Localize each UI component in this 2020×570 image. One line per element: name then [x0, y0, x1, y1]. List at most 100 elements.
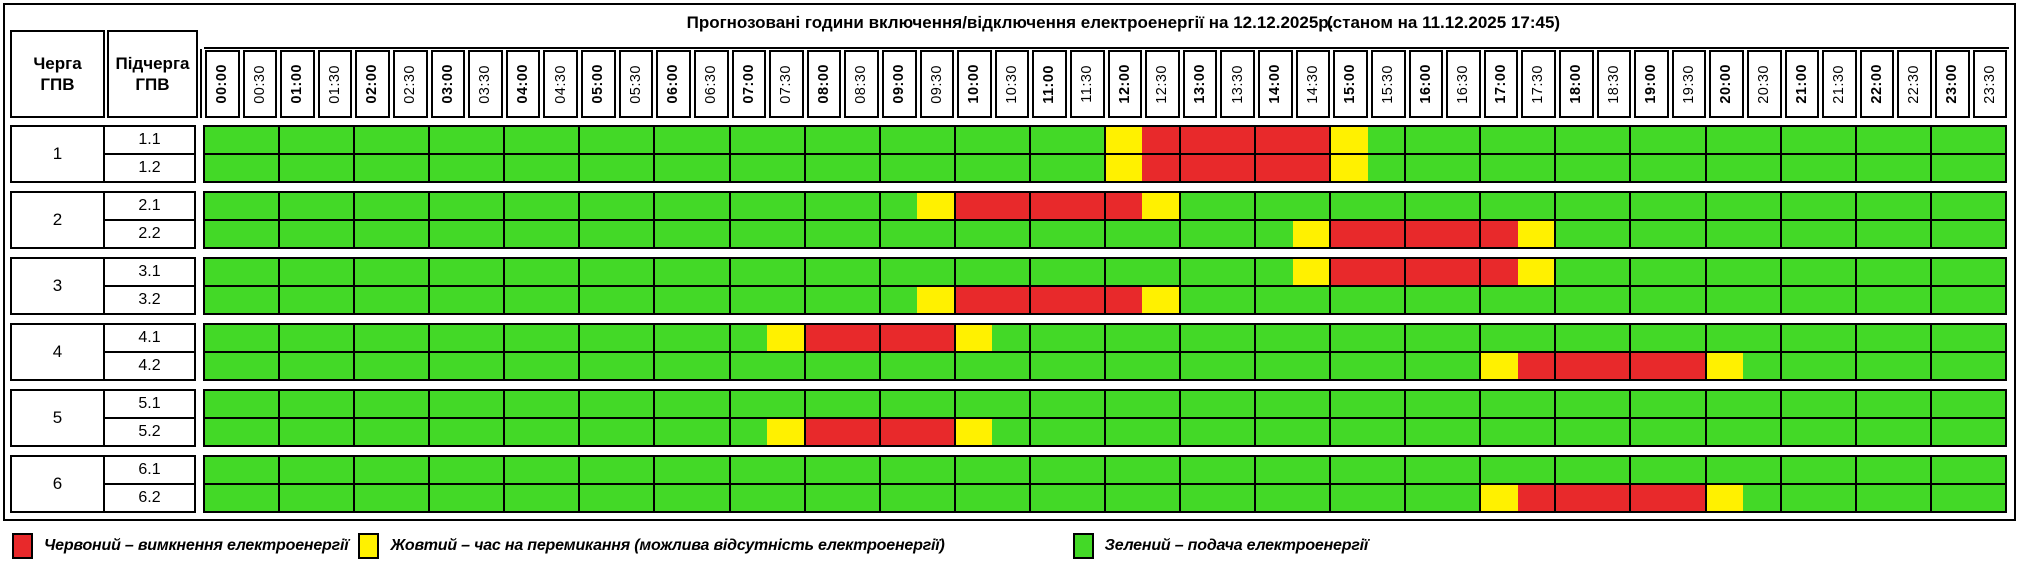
subqueue-label-cell: 2.1 — [103, 191, 196, 221]
hour-cell — [578, 353, 654, 379]
slot-half — [280, 485, 317, 511]
hour-cell — [803, 325, 879, 351]
hour-cell — [278, 391, 354, 417]
slot-half — [1406, 419, 1443, 445]
slot-half — [842, 221, 879, 247]
slot-half — [805, 419, 843, 445]
slot-half — [1592, 353, 1630, 379]
hour-cell — [1554, 193, 1630, 219]
hour-cell — [1779, 193, 1855, 219]
time-slot-label: 20:00 — [1718, 64, 1735, 104]
slot-half — [1517, 485, 1555, 511]
slot-half — [1706, 353, 1744, 379]
slot-half — [541, 193, 579, 219]
slot-half — [1668, 287, 1705, 313]
subqueue-label-cell: 1.2 — [103, 153, 196, 183]
queue-group: 5 5.1 5.2 — [10, 389, 2007, 447]
hour-cell — [428, 155, 504, 181]
hour-cell — [353, 391, 429, 417]
slot-half — [880, 155, 918, 181]
slot-half — [1481, 391, 1518, 417]
slot-half — [1256, 457, 1293, 483]
slot-half — [1105, 457, 1143, 483]
hour-cell — [578, 287, 654, 313]
slot-half — [1217, 259, 1255, 285]
slot-half — [955, 127, 993, 153]
slot-half — [1893, 419, 1930, 445]
slot-half — [805, 391, 843, 417]
hour-cell — [1704, 391, 1780, 417]
hour-cell — [205, 391, 279, 417]
slot-half — [917, 259, 954, 285]
slot-half — [655, 193, 693, 219]
hour-cell — [1179, 155, 1255, 181]
slot-half — [1181, 353, 1218, 379]
hour-cell — [578, 457, 654, 483]
hour-cell — [1404, 353, 1480, 379]
slot-half — [1931, 221, 1969, 247]
slot-half — [1668, 391, 1705, 417]
queue-group: 3 3.1 3.2 — [10, 257, 2007, 315]
slot-half — [355, 193, 392, 219]
hour-cell — [803, 221, 879, 247]
slot-half — [1968, 485, 2005, 511]
slot-half — [430, 287, 467, 313]
slot-half — [917, 485, 954, 511]
slot-half — [1781, 259, 1819, 285]
hour-cell — [1103, 353, 1180, 379]
hour-cell — [1479, 419, 1555, 445]
slot-half — [992, 221, 1029, 247]
hour-cell — [1479, 457, 1555, 483]
slot-half — [1256, 325, 1293, 351]
time-header-cell: 02:30 — [393, 50, 428, 118]
slot-half — [1743, 485, 1780, 511]
hour-cell — [1929, 325, 2005, 351]
hour-cell — [428, 259, 504, 285]
slot-half — [655, 391, 693, 417]
slot-half — [541, 457, 579, 483]
slot-half — [616, 155, 654, 181]
time-header-cell: 07:30 — [769, 50, 804, 118]
slot-half — [1592, 221, 1630, 247]
time-slot-label: 12:00 — [1116, 64, 1133, 104]
slot-half — [616, 259, 654, 285]
slot-half — [1631, 259, 1669, 285]
hour-cell — [1854, 419, 1930, 445]
slot-half — [1631, 457, 1669, 483]
slot-half — [692, 325, 729, 351]
time-header-cell: 16:30 — [1446, 50, 1481, 118]
slot-half — [280, 325, 317, 351]
slot-half — [1105, 325, 1143, 351]
time-slot-label: 15:30 — [1379, 64, 1396, 104]
slot-half — [1556, 155, 1593, 181]
slot-half — [580, 155, 617, 181]
slot-half — [541, 259, 579, 285]
slot-half — [842, 419, 879, 445]
hour-cell — [1779, 127, 1855, 153]
schedule-strip — [203, 323, 2007, 381]
slot-half — [1592, 419, 1630, 445]
hour-cell — [1704, 221, 1780, 247]
hour-cell — [205, 221, 279, 247]
hour-cell — [1854, 485, 1930, 511]
slot-half — [1067, 391, 1104, 417]
subqueue-label-cell: 6.2 — [103, 483, 196, 513]
hour-cell — [353, 221, 429, 247]
time-header-cell: 13:00 — [1182, 50, 1218, 118]
slot-half — [1256, 485, 1293, 511]
slot-half — [280, 127, 317, 153]
slot-half — [1968, 193, 2005, 219]
hour-cell — [878, 221, 954, 247]
slot-half — [1292, 287, 1330, 313]
slot-half — [1818, 155, 1855, 181]
time-slot-label: 18:00 — [1567, 64, 1584, 104]
slot-half — [730, 419, 768, 445]
slot-half — [1331, 221, 1368, 247]
hour-cell — [1554, 457, 1630, 483]
subqueue-label-cell: 3.2 — [103, 285, 196, 315]
time-slot-label: 13:30 — [1229, 64, 1246, 104]
slot-half — [1142, 259, 1180, 285]
time-header-cell: 10:30 — [994, 50, 1030, 118]
slot-half — [1856, 287, 1894, 313]
slot-half — [541, 155, 579, 181]
